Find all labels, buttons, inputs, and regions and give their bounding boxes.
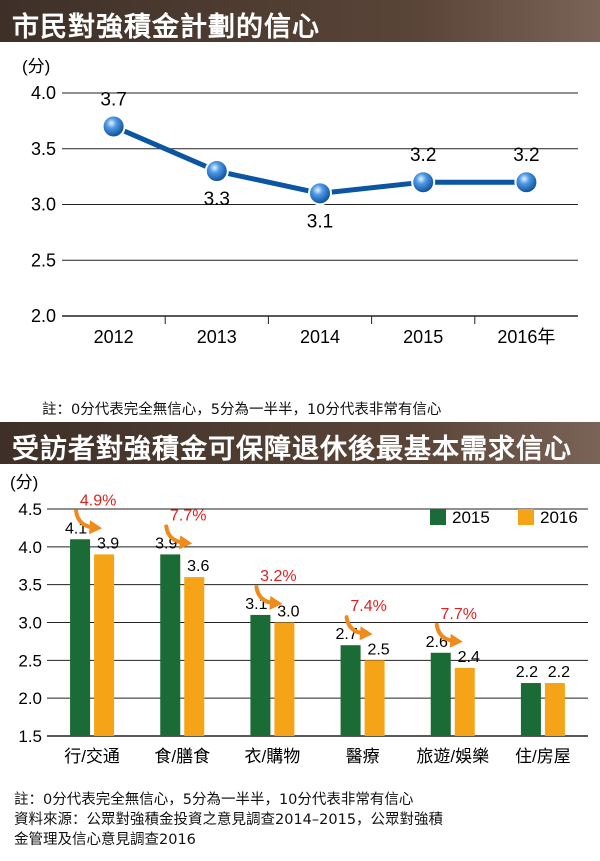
y-tick-label: 1.5: [18, 727, 42, 746]
bar-value-label: 3.6: [187, 558, 209, 575]
legend-swatch: [518, 509, 534, 525]
legend-label: 2016: [540, 508, 578, 527]
change-annotation: 7.4%: [350, 598, 386, 615]
data-label: 3.2: [513, 145, 539, 166]
legend-swatch: [430, 509, 446, 525]
bar-value-label: 2.2: [548, 664, 570, 681]
y-tick-label: 3.0: [31, 195, 56, 215]
line-chart: (分) 2.0 2.5 3.0 3.5 4.0 2012 2013 2014 2015 2016年 3…: [22, 57, 578, 347]
y-tick-label: 4.0: [31, 83, 56, 103]
y-tick-label: 2.0: [18, 689, 42, 708]
line-chart-title: 市民對強積金計劃的信心: [12, 12, 320, 43]
data-label: 3.1: [307, 211, 333, 232]
x-tick-label: 行/交通: [64, 747, 120, 766]
data-label: 3.2: [410, 145, 436, 166]
x-tick-label: 旅遊/娛樂: [416, 747, 489, 766]
change-arrow-head: [269, 595, 283, 610]
bar-2015: [160, 554, 181, 736]
bar-2016: [544, 683, 565, 736]
y-tick-label: 4.5: [18, 500, 42, 519]
data-label: 3.3: [204, 189, 230, 210]
change-annotation: 3.2%: [260, 568, 296, 585]
bar-chart-header: 受訪者對強積金可保障退休後最基本需求信心: [0, 422, 600, 465]
legend-label: 2015: [452, 508, 490, 527]
bar-2016: [184, 577, 205, 736]
bar-2015: [250, 614, 271, 736]
x-tick-label: 2013: [197, 327, 237, 347]
x-tick-label: 住/房屋: [515, 747, 571, 766]
x-tick-label: 2014: [300, 327, 340, 347]
y-unit-label: (分): [22, 57, 50, 76]
footnote-source: 資料來源：公眾對強積金投資之意見調查2014–2015，公眾對強積: [14, 812, 444, 828]
y-tick-label: 3.5: [31, 139, 56, 159]
line-chart-header: 市民對強積金計劃的信心: [0, 0, 600, 43]
bar-2015: [340, 645, 361, 736]
change-arrow-head: [359, 626, 373, 641]
change-arrow-head: [449, 633, 463, 648]
bar-2016: [94, 554, 115, 736]
data-point: [411, 170, 436, 195]
bar-2016: [454, 667, 475, 736]
bar-value-label: 3.0: [277, 604, 299, 621]
bar-2016: [364, 660, 385, 736]
bar-value-label: 3.9: [97, 535, 119, 552]
x-tick-label: 2016年: [497, 327, 555, 347]
y-tick-label: 4.0: [18, 538, 42, 557]
y-tick-label: 3.0: [18, 614, 42, 633]
change-annotation: 4.9%: [80, 492, 116, 509]
footnote-scale: 註：0分代表完全無信心，5分為一半半，10分代表非常有信心: [14, 792, 414, 808]
data-point: [204, 159, 229, 184]
bar-2015: [70, 539, 91, 736]
bar-2015: [430, 652, 451, 736]
bar-2015: [520, 683, 541, 736]
change-annotation: 7.7%: [170, 507, 206, 524]
change-annotation: 7.7%: [441, 606, 477, 623]
footnote-source-cont: 金管理及信心意見調查2016: [14, 832, 196, 848]
bar-value-label: 2.5: [367, 641, 389, 658]
y-tick-label: 2.5: [18, 651, 42, 670]
bar-2016: [274, 622, 295, 736]
data-point: [308, 181, 332, 206]
y-tick-label: 2.5: [31, 250, 56, 270]
x-tick-label: 食/膳食: [154, 747, 210, 766]
x-tick-label: 2012: [94, 327, 134, 347]
y-tick-label: 2.0: [31, 306, 56, 326]
bar-value-label: 2.2: [516, 664, 538, 681]
change-arrow-head: [89, 520, 103, 535]
line-chart-note: 註：0分代表完全無信心，5分為一半半，10分代表非常有信心: [42, 402, 442, 418]
data-label: 3.7: [100, 89, 126, 110]
x-tick-label: 醫療: [346, 747, 380, 766]
data-point: [514, 170, 539, 195]
x-tick-label: 衣/購物: [245, 747, 301, 766]
bar-value-label: 2.4: [458, 649, 480, 666]
data-point: [101, 114, 126, 139]
y-tick-label: 3.5: [18, 576, 42, 595]
bar-chart: (分)1.52.02.53.03.54.04.54.13.9行/交通4.9%3.…: [10, 473, 588, 766]
bar-chart-title: 受訪者對強積金可保障退休後最基本需求信心: [12, 434, 572, 465]
change-arrow-head: [179, 535, 193, 550]
x-tick-label: 2015: [403, 327, 443, 347]
y-unit-label: (分): [10, 473, 38, 492]
